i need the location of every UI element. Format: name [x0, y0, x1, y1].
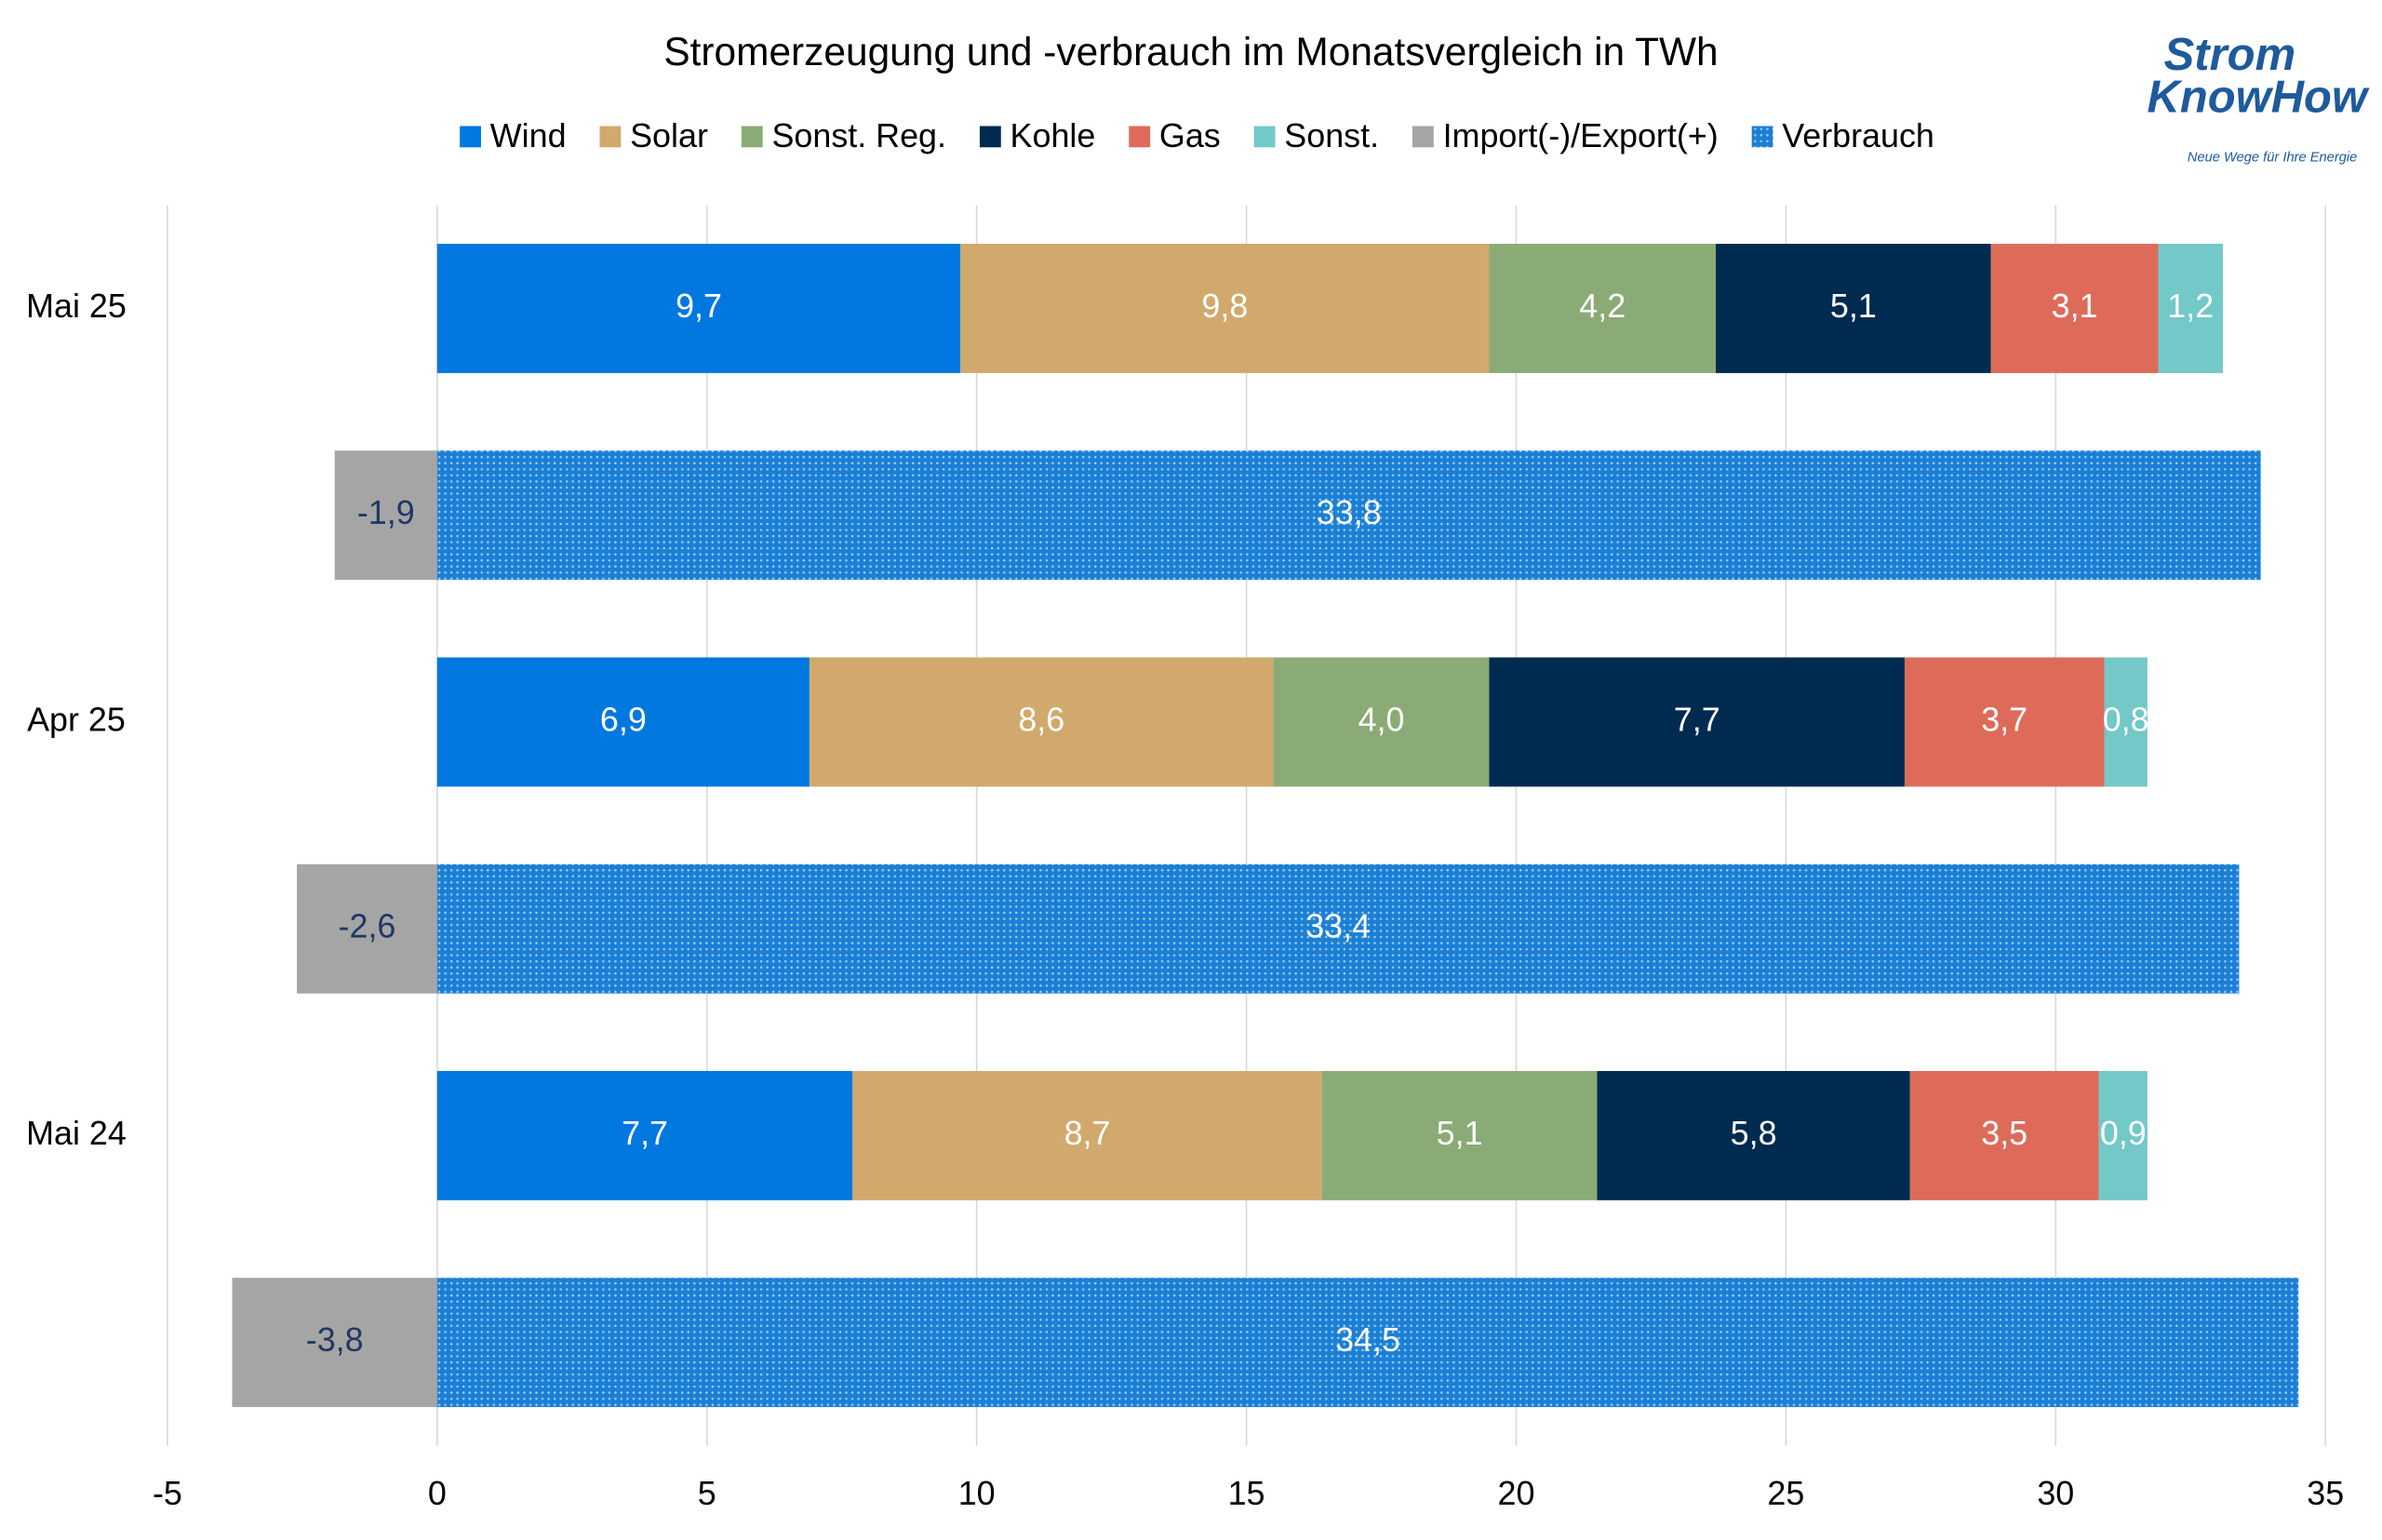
- data-label: 34,5: [1335, 1321, 1400, 1359]
- bar-segment: [1909, 1070, 2099, 1200]
- data-label: 9,8: [1201, 288, 1248, 325]
- legend-label: Wind: [490, 117, 567, 154]
- y-tick-label: Mai 25: [26, 288, 127, 325]
- bar-segment: [436, 657, 810, 787]
- data-label: 0,9: [2100, 1115, 2147, 1152]
- bar-segment: [436, 450, 2261, 581]
- legend-swatch: [460, 126, 481, 148]
- legend-label: Kohle: [1010, 117, 1096, 154]
- x-tick-label: 35: [2307, 1475, 2344, 1512]
- legend-label: Solar: [630, 117, 708, 154]
- logo-text: Strom: [2164, 30, 2295, 80]
- data-label: 5,8: [1731, 1115, 1777, 1152]
- data-label: 3,1: [2052, 288, 2098, 325]
- data-label: 33,4: [1305, 908, 1371, 945]
- bar-segment: [809, 657, 1274, 787]
- legend-swatch: [1253, 126, 1276, 148]
- bar-segment: [2104, 657, 2148, 787]
- data-label: 7,7: [1674, 701, 1720, 738]
- data-label: 3,7: [1981, 701, 2027, 738]
- legend-swatch: [599, 126, 622, 148]
- bar-segment: [334, 450, 437, 581]
- data-label: -3,8: [306, 1321, 364, 1359]
- bar-segment: [1489, 244, 1717, 373]
- bar-segment: [232, 1278, 437, 1408]
- bar-segment: [1597, 1070, 1910, 1200]
- x-tick-label: 15: [1228, 1475, 1265, 1512]
- logo: Strom KnowHow Neue Wege für Ihre Energie: [2147, 30, 2369, 166]
- bar-segment: [436, 1278, 2299, 1408]
- legend-label: Gas: [1159, 117, 1221, 154]
- data-label: 9,7: [676, 288, 722, 325]
- data-label: 4,2: [1579, 288, 1626, 325]
- data-label: 7,7: [622, 1115, 668, 1152]
- data-label: 4,0: [1358, 701, 1405, 738]
- bar-segment: [1990, 244, 2159, 373]
- bar-segment: [436, 1070, 853, 1200]
- legend-label: Sonst.: [1284, 117, 1379, 154]
- x-tick-label: 30: [2037, 1475, 2074, 1512]
- logo-tagline: Neue Wege für Ihre Energie: [2188, 151, 2357, 166]
- data-label: 8,7: [1064, 1115, 1111, 1152]
- bar-segment: [436, 244, 961, 373]
- bar-segment: [852, 1070, 1322, 1200]
- data-label: 33,8: [1317, 494, 1382, 531]
- legend: Wind Solar Sonst. Reg. Kohle Gas Sonst. Import…: [460, 117, 1934, 154]
- x-tick-label: 5: [698, 1475, 716, 1512]
- data-label: -1,9: [357, 494, 415, 531]
- data-label: 6,9: [600, 701, 647, 738]
- bar-segment: [1904, 657, 2105, 787]
- data-label: 5,1: [1437, 1115, 1483, 1152]
- legend-swatch: [1129, 126, 1151, 148]
- data-label: 8,6: [1018, 701, 1064, 738]
- legend-label: Import(-)/Export(+): [1443, 117, 1719, 154]
- bar-segment: [436, 864, 2240, 994]
- bar-segment: [1716, 244, 1991, 373]
- bar-segment: [297, 864, 437, 994]
- legend-swatch: [1412, 126, 1434, 148]
- bar-segment: [960, 244, 1490, 373]
- bar-segment: [1489, 657, 1905, 787]
- legend-label: Sonst. Reg.: [771, 117, 946, 154]
- legend-swatch: [979, 126, 1001, 148]
- data-label: 3,5: [1981, 1115, 2027, 1152]
- legend-swatch: [1751, 126, 1773, 148]
- chart-title: Stromerzeugung und -verbrauch im Monatsv…: [663, 30, 1718, 74]
- y-tick-label: Mai 24: [26, 1115, 127, 1152]
- data-label: 0,8: [2103, 701, 2149, 738]
- bar-segment: [2158, 244, 2224, 373]
- legend-label: Verbrauch: [1782, 117, 1934, 154]
- x-tick-label: 10: [958, 1475, 996, 1512]
- x-tick-label: -5: [153, 1475, 182, 1512]
- bar-segment: [1273, 657, 1490, 787]
- data-label: 1,2: [2167, 288, 2214, 325]
- logo-text: KnowHow: [2147, 73, 2369, 123]
- data-label: 5,1: [1830, 288, 1877, 325]
- bar-segment: [2098, 1070, 2148, 1200]
- bar-segment: [1321, 1070, 1598, 1200]
- x-tick-label: 25: [1767, 1475, 1804, 1512]
- x-tick-label: 20: [1498, 1475, 1535, 1512]
- x-tick-label: 0: [428, 1475, 447, 1512]
- y-tick-label: Apr 25: [27, 701, 126, 738]
- legend-swatch: [741, 126, 763, 148]
- data-label: -2,6: [339, 908, 396, 945]
